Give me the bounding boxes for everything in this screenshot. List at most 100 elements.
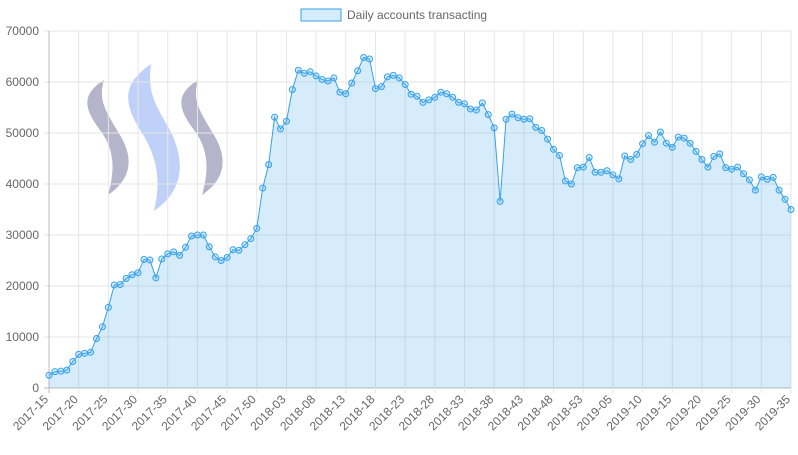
point <box>520 115 528 123</box>
point <box>401 81 409 89</box>
point <box>615 175 623 183</box>
point <box>312 72 320 80</box>
point <box>627 156 635 164</box>
point <box>342 90 350 98</box>
point <box>585 153 593 161</box>
point <box>294 66 302 74</box>
point <box>544 135 552 143</box>
point <box>87 348 95 356</box>
point <box>116 280 124 288</box>
y-tick-label: 40000 <box>6 177 40 191</box>
point <box>146 256 154 264</box>
point <box>81 349 89 357</box>
point <box>472 106 480 114</box>
point <box>662 139 670 147</box>
legend-swatch <box>300 8 342 22</box>
point <box>354 67 362 75</box>
point <box>734 163 742 171</box>
point <box>603 167 611 175</box>
point <box>282 117 290 125</box>
point <box>769 173 777 181</box>
point <box>223 253 231 261</box>
point <box>686 139 694 147</box>
y-tick-label: 0 <box>32 381 39 395</box>
point <box>431 93 439 101</box>
point <box>259 184 267 192</box>
y-tick-label: 30000 <box>6 228 40 242</box>
point <box>205 243 213 251</box>
point <box>235 246 243 254</box>
point <box>241 241 249 249</box>
point <box>128 271 136 279</box>
point <box>104 303 112 311</box>
point <box>413 92 421 100</box>
point <box>728 165 736 173</box>
point <box>217 257 225 264</box>
point <box>300 69 308 77</box>
point <box>187 232 195 240</box>
y-tick-label: 70000 <box>6 24 40 38</box>
legend-label: Daily accounts transacting <box>347 8 487 22</box>
point <box>253 224 261 232</box>
point <box>360 54 368 62</box>
point <box>318 75 326 83</box>
point <box>425 96 433 104</box>
point <box>122 274 130 282</box>
point <box>437 88 445 96</box>
point <box>271 113 279 121</box>
point <box>466 105 474 113</box>
point <box>377 83 385 91</box>
point <box>787 206 795 213</box>
point <box>484 111 492 119</box>
point <box>419 98 427 106</box>
point <box>674 133 682 141</box>
area <box>49 57 791 389</box>
y-tick-label: 50000 <box>6 126 40 140</box>
point <box>389 71 397 79</box>
point <box>461 100 469 108</box>
point <box>69 357 77 365</box>
point <box>567 180 575 188</box>
point <box>247 235 255 243</box>
point <box>152 274 160 282</box>
point <box>710 152 718 160</box>
point <box>579 163 587 171</box>
point <box>199 231 207 239</box>
logo <box>87 64 223 211</box>
point <box>704 163 712 171</box>
point <box>45 371 53 379</box>
point <box>407 90 415 98</box>
point <box>502 115 510 123</box>
point <box>781 195 789 203</box>
y-tick-label: 60000 <box>6 75 40 89</box>
point <box>508 110 516 118</box>
point <box>57 367 65 375</box>
point <box>716 150 724 158</box>
point <box>176 251 184 259</box>
point <box>449 93 457 101</box>
point <box>740 170 748 178</box>
point <box>455 98 463 106</box>
point <box>134 269 142 277</box>
point <box>366 55 374 63</box>
point <box>324 77 332 85</box>
point <box>633 150 641 158</box>
point <box>698 156 706 164</box>
point <box>383 73 391 81</box>
point <box>757 173 765 181</box>
point <box>745 176 753 184</box>
point <box>645 132 653 140</box>
point <box>532 123 540 131</box>
point <box>288 86 296 94</box>
point <box>277 125 285 133</box>
point <box>170 248 178 256</box>
point <box>158 255 166 263</box>
point <box>751 186 759 194</box>
point <box>330 74 338 82</box>
point <box>92 335 100 343</box>
point <box>573 164 581 172</box>
point <box>110 281 118 289</box>
point <box>763 175 771 183</box>
point <box>496 197 504 205</box>
